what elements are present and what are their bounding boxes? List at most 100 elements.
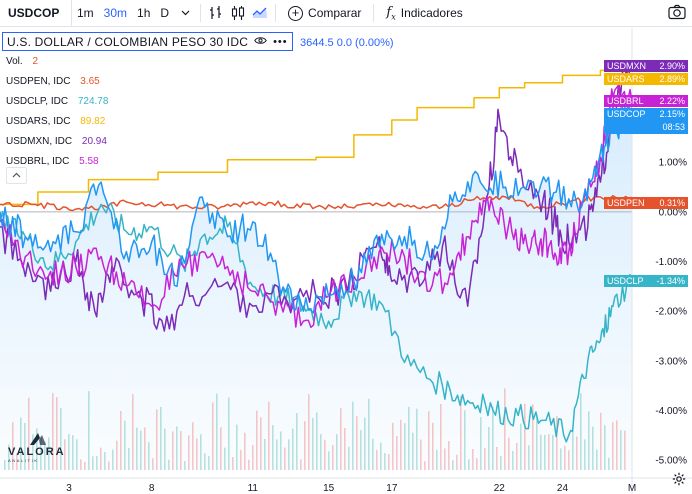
volume-bar [100,447,102,470]
volume-bar [248,459,250,470]
volume-bar [432,422,434,470]
volume-bar [392,422,394,470]
legend-item-usdmxn[interactable]: USDMXN, IDC 20.94 [6,134,108,154]
logo-subtitle: ANALITIK [8,458,39,463]
volume-bar [336,434,338,470]
candle-chart-icon[interactable] [227,0,249,27]
volume-bar [372,438,374,470]
volume-bar [452,460,454,470]
volume-bar [40,436,42,470]
volume-bar [68,434,70,470]
interval-30m-button[interactable]: 30m [103,5,128,20]
volume-bar [596,449,598,470]
volume-bar [488,427,490,470]
volume-bar [164,428,166,470]
badge-usdcop: USDCOP 2.15% 08:53 [604,108,688,134]
period-select[interactable]: D [160,5,170,20]
volume-bar [552,435,554,470]
volume-bar [616,420,618,470]
y-tick-label: -4.00% [655,406,687,417]
area-chart-icon[interactable] [249,0,271,27]
volume-bar [584,439,586,470]
volume-bar [260,417,262,470]
volume-bar [468,459,470,470]
volume-bar [536,414,538,470]
volume-bar [476,458,478,470]
volume-bar [504,388,506,470]
legend-label: USDCLP, IDC [6,96,69,107]
indicators-label: Indicadores [400,6,463,20]
legend-label: USDBRL, IDC [6,156,70,167]
badge-usdmxn: USDMXN 2.90% [604,60,688,72]
legend-item-usdpen[interactable]: USDPEN, IDC 3.65 [6,74,108,94]
valora-logo: VALORA ANALITIK [8,432,68,463]
volume-bar [376,449,378,470]
interval-1h-button[interactable]: 1h [137,5,151,20]
gear-icon[interactable] [672,472,686,491]
camera-icon[interactable] [668,4,686,23]
main-series-legend[interactable]: U.S. DOLLAR / COLOMBIAN PESO 30 IDC ••• [2,32,293,51]
bar-chart-icon[interactable] [205,0,227,27]
volume-bar [280,431,282,470]
volume-bar [160,406,162,470]
volume-bar [540,434,542,470]
volume-bar [352,401,354,470]
y-tick-label: 1.00% [659,158,687,169]
symbol-search[interactable]: USDCOP [0,0,72,27]
volume-bar [472,449,474,470]
volume-bar [588,411,590,470]
legend-item-usdars[interactable]: USDARS, IDC 89.82 [6,114,108,134]
volume-bar [52,393,54,470]
volume-bar [236,424,238,470]
chevron-down-icon[interactable] [174,0,196,27]
x-tick-label: 24 [557,483,569,494]
volume-bar [600,412,602,470]
volume-bar [508,437,510,470]
volume-bar [332,444,334,470]
volume-bar [104,451,106,470]
volume-bar [568,450,570,470]
volume-bar [288,439,290,470]
volume-legend[interactable]: Vol. 2 [6,54,108,74]
interval-1m-button[interactable]: 1m [77,5,94,20]
volume-bar [340,408,342,470]
badge-value: -1.34% [656,276,685,286]
legend-list: Vol. 2 USDPEN, IDC 3.65 USDCLP, IDC 724.… [6,54,108,174]
logo-word: VALORA [8,446,66,458]
volume-bar [60,407,62,470]
x-tick-label: 3 [66,483,72,494]
eye-icon[interactable] [254,36,267,48]
volume-bar [36,428,38,470]
volume-bar [292,428,294,470]
volume-bars [4,388,626,470]
volume-bar [444,448,446,470]
volume-bar [484,448,486,470]
volume-bar [228,397,230,470]
legend-item-usdclp[interactable]: USDCLP, IDC 724.78 [6,94,108,114]
legend-item-usdbrl[interactable]: USDBRL, IDC 5.58 [6,154,108,174]
last-value-badges: USDMXN 2.90% USDARS 2.89% USDBRL 2.22% USDCOP 2… [604,60,688,287]
chevron-up-icon[interactable] [6,167,27,184]
indicators-button[interactable]: fx Indicadores [378,0,470,27]
volume-bar [136,427,138,470]
volume-bar [556,415,558,470]
compare-button[interactable]: + Comparar [280,0,369,27]
more-icon[interactable]: ••• [273,35,288,48]
volume-bar [512,451,514,470]
badge-value: 2.15% [659,109,685,119]
volume-bar [496,447,498,470]
x-tick-label: 11 [248,483,259,494]
volume-bar [296,412,298,470]
volume-bar [424,461,426,470]
volume-bar [532,404,534,470]
volume-bar [304,421,306,470]
y-tick-label: -1.00% [655,257,687,268]
divider [200,4,202,22]
volume-bar [480,417,482,470]
volume-bar [216,393,218,470]
volume-bar [348,446,350,470]
volume-bar [128,448,130,470]
volume-bar [208,455,210,470]
badge-usdars: USDARS 2.89% [604,73,688,85]
